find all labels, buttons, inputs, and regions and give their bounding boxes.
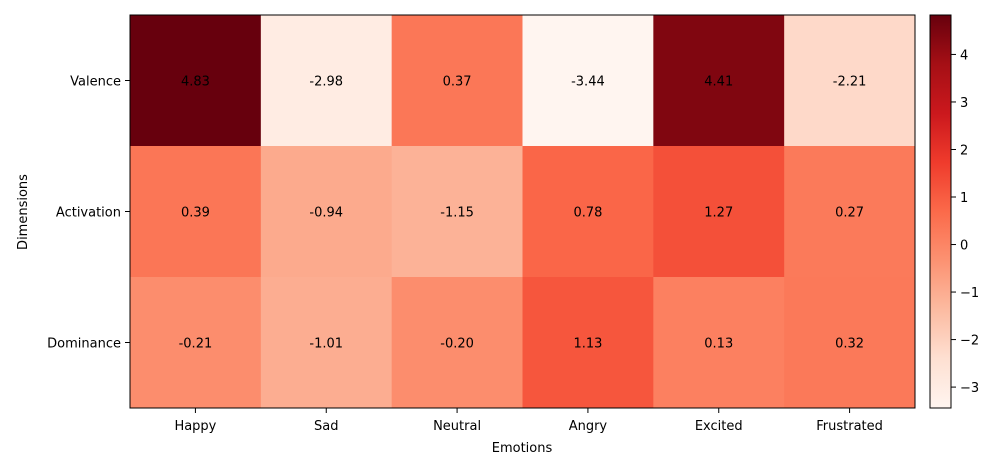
heatmap-cells	[130, 15, 916, 409]
heatmap-cell-1-4	[653, 146, 785, 278]
cell-label-2-1: -1.01	[309, 337, 343, 352]
heatmap-cell-2-0	[130, 277, 262, 409]
heatmap-cell-2-5	[784, 277, 916, 409]
x-tick-label: Happy	[174, 419, 216, 434]
x-axis-label: Emotions	[492, 441, 553, 456]
y-tick-label: Valence	[70, 75, 121, 90]
colorbar-tick-label: 2	[960, 143, 968, 158]
x-tick-label: Excited	[695, 419, 743, 434]
cell-label-2-2: -0.20	[440, 337, 474, 352]
cell-label-1-2: -1.15	[440, 206, 474, 221]
heatmap-cell-1-2	[391, 146, 523, 278]
heatmap-cell-0-5	[784, 15, 916, 147]
cell-label-0-1: -2.98	[309, 75, 343, 90]
colorbar-ticks: 4 3 2 1 0 −1 −2 −3	[951, 48, 979, 396]
cell-label-1-3: 0.78	[573, 206, 602, 221]
cell-label-1-4: 1.27	[704, 206, 733, 221]
cell-label-2-0: -0.21	[179, 337, 213, 352]
y-tick-label: Activation	[56, 206, 121, 221]
colorbar-tick-label: 0	[960, 239, 968, 254]
heatmap-cell-2-2	[391, 277, 523, 409]
y-axis: Valence Activation Dominance	[47, 75, 130, 352]
heatmap-cell-2-1	[260, 277, 393, 409]
cell-label-0-0: 4.83	[181, 75, 210, 90]
colorbar-tick-label: 1	[960, 191, 968, 206]
colorbar	[929, 14, 952, 409]
cell-label-1-5: 0.27	[835, 206, 864, 221]
x-tick-label: Angry	[569, 419, 608, 434]
colorbar-tick-label: 4	[960, 48, 968, 63]
heatmap-cell-1-3	[522, 146, 654, 278]
heatmap-cell-1-1	[260, 146, 393, 278]
colorbar-tick-label: 3	[960, 96, 968, 111]
cell-label-0-4: 4.41	[704, 75, 733, 90]
x-axis: Happy Sad Neutral Angry Excited Frustrated	[174, 408, 883, 434]
heatmap-cell-0-4	[653, 15, 785, 147]
colorbar-tick-label: −1	[960, 286, 979, 301]
cell-label-0-5: -2.21	[833, 75, 867, 90]
cell-label-1-1: -0.94	[309, 206, 343, 221]
cell-label-2-3: 1.13	[573, 337, 602, 352]
heatmap-cell-0-3	[522, 15, 654, 147]
heatmap-cell-2-3	[522, 277, 654, 409]
x-tick-label: Sad	[314, 419, 338, 434]
heatmap-cell-1-5	[784, 146, 916, 278]
x-tick-label: Neutral	[433, 419, 481, 434]
heatmap-cell-0-2	[391, 15, 523, 147]
y-tick-label: Dominance	[47, 337, 121, 352]
cell-label-1-0: 0.39	[181, 206, 210, 221]
colorbar-tick-label: −2	[960, 334, 979, 349]
heatmap-cell-1-0	[130, 146, 262, 278]
x-tick-label: Frustrated	[816, 419, 883, 434]
heatmap-cell-2-4	[653, 277, 785, 409]
heatmap-cell-0-0	[130, 15, 262, 147]
y-axis-label: Dimensions	[16, 174, 31, 250]
cell-label-2-4: 0.13	[704, 337, 733, 352]
colorbar-tick-label: −3	[960, 381, 979, 396]
cell-value-labels: 4.83 -2.98 0.37 -3.44 4.41 -2.21 0.39 -0.94 -1.1…	[179, 75, 867, 352]
cell-label-2-5: 0.32	[835, 337, 864, 352]
cell-label-0-3: -3.44	[571, 75, 605, 90]
heatmap-cell-0-1	[260, 15, 393, 147]
cell-label-0-2: 0.37	[443, 75, 472, 90]
